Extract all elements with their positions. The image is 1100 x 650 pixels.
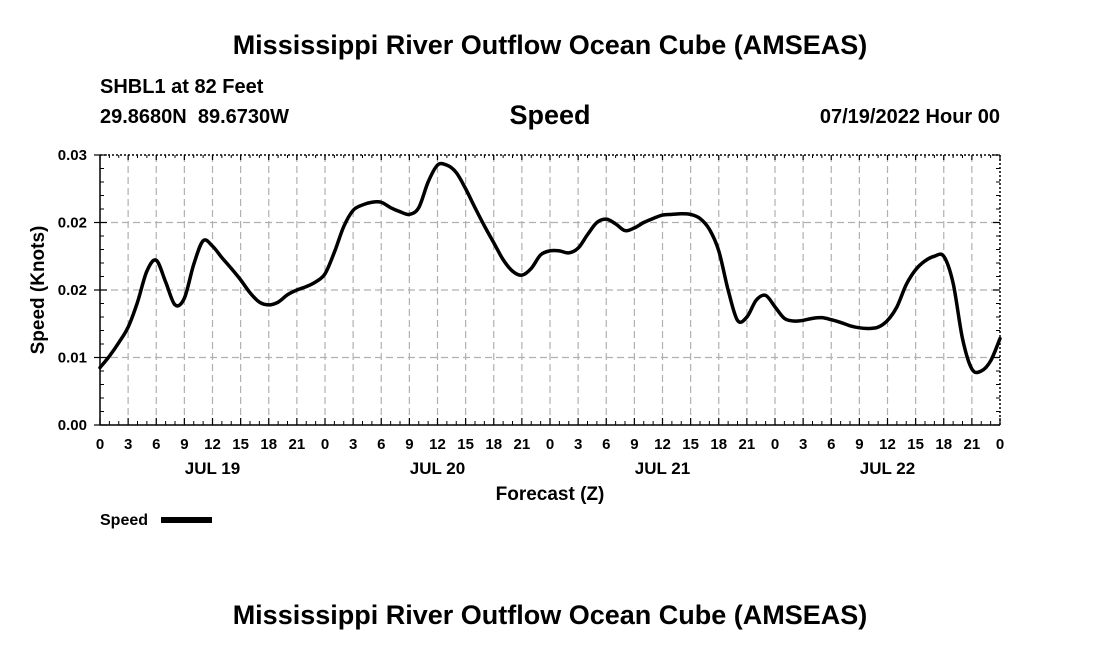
x-tick-label: 18 — [485, 436, 502, 453]
x-tick-label: 3 — [799, 436, 807, 453]
footer-title: Mississippi River Outflow Ocean Cube (AM… — [232, 600, 868, 630]
x-tick-label: 18 — [935, 436, 952, 453]
x-tick-label: 0 — [546, 436, 554, 453]
x-tick-label: 15 — [682, 436, 699, 453]
coordinates-label: 29.8680N 89.6730W — [100, 106, 290, 128]
x-tick-label: 0 — [96, 436, 104, 453]
y-tick-label: 0.02 — [58, 215, 87, 232]
x-tick-label: 6 — [152, 436, 160, 453]
x-tick-label: 18 — [260, 436, 277, 453]
x-tick-label: 6 — [827, 436, 835, 453]
y-tick-label: 0.03 — [58, 147, 87, 164]
x-day-label: JUL 22 — [860, 459, 915, 478]
station-label: SHBL1 at 82 Feet — [100, 76, 264, 98]
x-tick-label: 3 — [124, 436, 132, 453]
x-tick-label: 6 — [377, 436, 385, 453]
x-tick-label: 15 — [457, 436, 474, 453]
legend-label: Speed — [100, 512, 148, 529]
x-tick-label: 0 — [771, 436, 779, 453]
x-tick-label: 12 — [204, 436, 221, 453]
y-tick-label: 0.02 — [58, 282, 87, 299]
x-tick-label: 3 — [574, 436, 582, 453]
x-tick-label: 6 — [602, 436, 610, 453]
y-axis-title: Speed (Knots) — [28, 226, 49, 355]
x-tick-label: 18 — [710, 436, 727, 453]
axes — [94, 154, 1001, 426]
x-tick-label: 21 — [514, 436, 531, 453]
x-tick-label: 12 — [654, 436, 671, 453]
x-tick-label: 21 — [739, 436, 756, 453]
x-tick-label: 0 — [996, 436, 1004, 453]
x-tick-label: 9 — [855, 436, 863, 453]
speed-series-line — [98, 161, 1002, 375]
x-tick-label: 12 — [429, 436, 446, 453]
x-axis-title: Forecast (Z) — [496, 484, 605, 505]
x-tick-label: 9 — [405, 436, 413, 453]
x-tick-label: 9 — [630, 436, 638, 453]
x-tick-label: 15 — [232, 436, 249, 453]
x-tick-label: 12 — [879, 436, 896, 453]
x-tick-label: 3 — [349, 436, 357, 453]
y-tick-label: 0.01 — [58, 350, 87, 367]
x-tick-label: 15 — [907, 436, 924, 453]
x-tick-label: 21 — [289, 436, 306, 453]
chart-title: Mississippi River Outflow Ocean Cube (AM… — [232, 30, 868, 60]
variable-title: Speed — [509, 100, 591, 130]
tick-labels: 0 3 6 9 12 15 18 21 0 3 6 9 12 15 18 21 0 3 6 9 12 15 18 21 0 3 6 9… — [58, 147, 1004, 478]
forecast-datetime: 07/19/2022 Hour 00 — [819, 106, 1000, 128]
x-tick-label: 21 — [964, 436, 981, 453]
x-day-label: JUL 21 — [635, 459, 690, 478]
y-tick-label: 0.00 — [58, 417, 87, 434]
x-tick-label: 9 — [180, 436, 188, 453]
x-tick-label: 0 — [321, 436, 329, 453]
legend-swatch — [161, 517, 212, 523]
x-day-label: JUL 19 — [185, 459, 240, 478]
x-day-label: JUL 20 — [410, 459, 465, 478]
grid-lines — [100, 155, 1000, 425]
